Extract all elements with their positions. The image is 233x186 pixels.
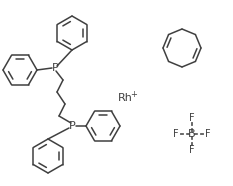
Text: +: + [130,89,137,99]
Text: P: P [52,63,58,73]
Text: P: P [69,121,75,131]
Text: F: F [189,113,195,123]
Text: F: F [173,129,179,139]
Text: Rh: Rh [118,93,133,103]
Text: F: F [205,129,211,139]
Text: B: B [188,129,196,139]
Text: F: F [189,145,195,155]
